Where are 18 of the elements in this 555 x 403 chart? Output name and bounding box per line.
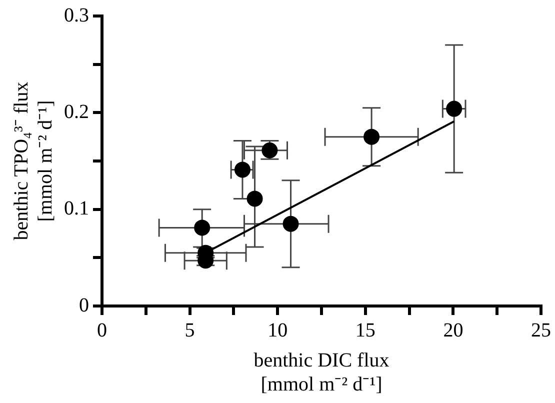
point (446, 100, 462, 117)
x-tick-label: 10 (268, 319, 288, 342)
x-tick-label: 20 (443, 319, 464, 342)
y-axis-title: benthic TPO₄³⁻ flux [mmol m⁻² d⁻¹] (10, 82, 56, 240)
x-tick-label: 15 (355, 319, 376, 342)
x-axis-title: benthic DIC flux [mmol m⁻² d⁻¹] (254, 349, 390, 396)
y-tick-label: 0 (79, 294, 89, 316)
point (194, 220, 210, 236)
point (234, 162, 250, 178)
x-tick-label: 25 (531, 319, 551, 342)
point (364, 128, 380, 145)
y-tick-label: 0.2 (64, 100, 89, 123)
x-tick-label: 5 (184, 319, 195, 342)
x-tick-label: 0 (97, 319, 107, 342)
y-tick-label: 0.3 (64, 4, 89, 26)
point (246, 190, 263, 207)
y-tick-label: 0.1 (64, 198, 89, 220)
point (282, 216, 299, 232)
